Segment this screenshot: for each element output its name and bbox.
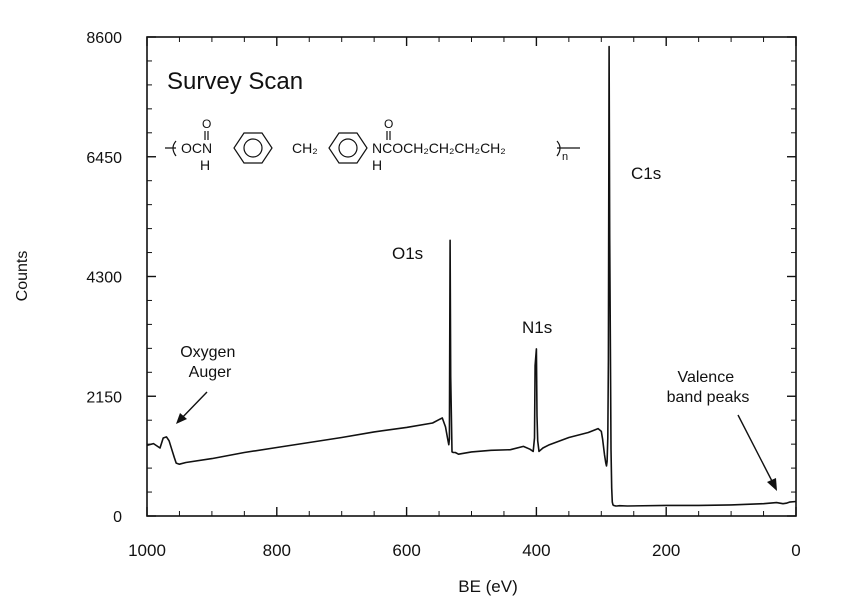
plot-frame [146,36,797,517]
formula-text-h-2: H [372,157,382,173]
annotation-oxygen-auger-line-1: Oxygen [180,344,235,361]
formula-text-o-top: O [202,117,211,131]
benzene-ring-2 [328,132,368,164]
annotation-n1s: N1s [522,318,552,337]
x-tick-label: 800 [263,541,291,560]
y-tick-label: 2150 [86,389,122,406]
y-tick-label: 4300 [86,270,122,287]
y-axis-title: Counts [14,251,31,302]
annotation-o1s: O1s [392,244,423,263]
polymer-structure-formula: OCN O H CH₂ NCOCH₂CH₂CH₂CH₂ O H n [165,117,580,173]
x-tick-label: 400 [522,541,550,560]
annotation-oxygen-auger-line-2: Auger [189,364,232,381]
benzene-ring-2-inner [338,138,358,158]
formula-text-o-top-2: O [384,117,393,131]
formula-text-ncoch: NCOCH₂CH₂CH₂CH₂ [372,140,506,156]
y-tick-label: 0 [113,509,122,526]
annotation-c1s: C1s [631,164,661,183]
annotation-oxygen-auger: Oxygen Auger [180,344,240,381]
x-tick-label: 600 [392,541,420,560]
annotation-valence-band-arrow [737,414,775,486]
y-tick-label: 8600 [86,30,122,47]
annotation-valence-band-arrowhead [767,478,777,491]
x-axis: 1000 800 600 400 200 0 [128,37,801,560]
x-tick-label: 0 [791,541,800,560]
formula-bond-right [556,140,580,157]
formula-bond-left [165,140,177,157]
formula-text-ch2: CH₂ [292,140,318,156]
annotation-oxygen-auger-arrowhead [176,413,187,424]
annotation-valence-band: Valence band peaks [667,369,750,406]
annotation-valence-band-line-1: Valence [677,369,734,386]
x-tick-label: 200 [652,541,680,560]
x-axis-title: BE (eV) [458,577,518,596]
benzene-ring-1-inner [243,138,263,158]
x-tick-label: 1000 [128,541,166,560]
chart-title: Survey Scan [167,68,303,95]
formula-text-h-1: H [200,157,210,173]
benzene-ring-1 [233,132,273,164]
annotation-valence-band-line-2: band peaks [667,389,750,406]
formula-text-n: n [562,151,568,163]
formula-text-ocn: OCN [181,140,212,156]
y-tick-label: 6450 [86,150,122,167]
spectrum-line [146,45,797,507]
y-axis: 0 2150 4300 6450 8600 [86,30,796,526]
